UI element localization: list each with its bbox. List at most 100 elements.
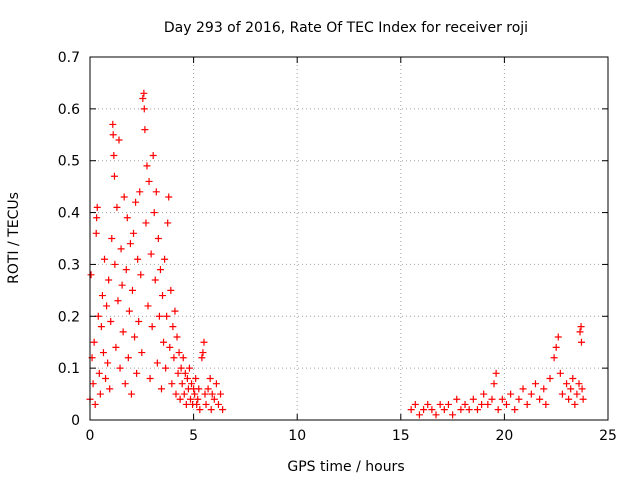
data-point — [93, 203, 101, 211]
data-point — [552, 343, 560, 351]
data-point — [155, 312, 163, 320]
data-point — [157, 385, 165, 393]
tick-labels: 0 5 10 15 20 25 0 0.1 0.2 0.3 0.4 0.5 0.6 0.7 — [58, 50, 617, 444]
data-point — [444, 400, 452, 408]
data-point — [143, 162, 151, 170]
data-point — [109, 120, 117, 128]
data-point — [540, 385, 548, 393]
data-point — [97, 323, 105, 331]
data-point — [569, 375, 577, 383]
data-point — [217, 390, 225, 398]
data-point — [550, 354, 558, 362]
data-point — [178, 380, 186, 388]
data-point — [494, 406, 502, 414]
x-tick-label: 5 — [189, 428, 198, 444]
data-point — [579, 395, 587, 403]
data-point — [134, 255, 142, 263]
data-point — [498, 395, 506, 403]
data-point — [502, 400, 510, 408]
data-point — [109, 131, 117, 139]
data-point — [151, 276, 159, 284]
data-point — [164, 219, 172, 227]
data-point — [567, 385, 575, 393]
data-point — [148, 323, 156, 331]
data-point — [198, 354, 206, 362]
data-point — [457, 406, 465, 414]
data-point — [118, 281, 126, 289]
data-point — [183, 375, 191, 383]
data-point — [137, 271, 145, 279]
data-point — [415, 411, 423, 419]
data-point — [139, 94, 147, 102]
data-point — [121, 380, 129, 388]
data-point — [214, 400, 222, 408]
data-point — [140, 105, 148, 113]
data-point — [93, 214, 101, 222]
data-point — [108, 235, 116, 242]
data-point — [575, 380, 583, 388]
data-point — [411, 400, 419, 408]
data-point — [110, 172, 118, 180]
data-point — [124, 354, 132, 362]
data-point — [199, 349, 207, 357]
data-point — [136, 188, 144, 196]
y-tick-label: 0.4 — [58, 206, 80, 222]
data-point — [180, 390, 188, 398]
data-point — [523, 400, 531, 408]
data-point — [156, 266, 164, 274]
data-point — [95, 369, 103, 377]
data-point — [154, 235, 162, 242]
data-point — [120, 193, 128, 201]
data-point — [571, 400, 579, 408]
data-point — [453, 395, 461, 403]
data-point — [449, 411, 457, 419]
data-point — [90, 338, 98, 346]
data-point — [515, 395, 523, 403]
data-point — [142, 219, 150, 227]
data-point — [492, 369, 500, 377]
data-point — [212, 380, 220, 388]
data-point — [461, 400, 469, 408]
y-tick-label: 0.1 — [58, 361, 80, 377]
data-point — [478, 400, 486, 408]
data-point — [428, 406, 436, 414]
data-point — [193, 400, 201, 408]
data-point — [424, 400, 432, 408]
data-point — [130, 229, 138, 237]
y-tick-label: 0 — [71, 413, 80, 429]
data-point — [172, 390, 180, 398]
data-point — [147, 250, 155, 258]
data-point — [577, 323, 585, 331]
data-point — [206, 375, 214, 383]
x-axis-label: GPS time / hours — [287, 459, 404, 475]
data-point — [126, 240, 134, 248]
data-point — [556, 369, 564, 377]
data-point — [166, 343, 174, 351]
data-point — [159, 292, 167, 300]
y-tick-label: 0.2 — [58, 309, 80, 325]
y-tick-label: 0.6 — [58, 102, 80, 118]
data-point — [122, 266, 130, 274]
data-point — [91, 400, 99, 408]
data-point — [132, 198, 140, 206]
data-point — [185, 364, 193, 372]
data-point — [577, 338, 585, 346]
data-point — [407, 406, 415, 414]
data-point — [436, 400, 444, 408]
data-point — [116, 364, 124, 372]
data-point — [473, 406, 481, 414]
data-point — [207, 406, 215, 414]
data-point — [192, 375, 200, 383]
data-point — [133, 369, 141, 377]
data-point — [110, 152, 118, 160]
data-point — [105, 276, 113, 284]
x-tick-label: 10 — [288, 428, 306, 444]
y-tick-label: 0.7 — [58, 50, 80, 66]
data-point — [576, 328, 584, 336]
data-point — [176, 395, 184, 403]
data-point — [465, 406, 473, 414]
data-point — [182, 400, 190, 408]
data-point — [531, 380, 539, 388]
data-point — [114, 297, 122, 305]
data-point — [103, 302, 111, 310]
